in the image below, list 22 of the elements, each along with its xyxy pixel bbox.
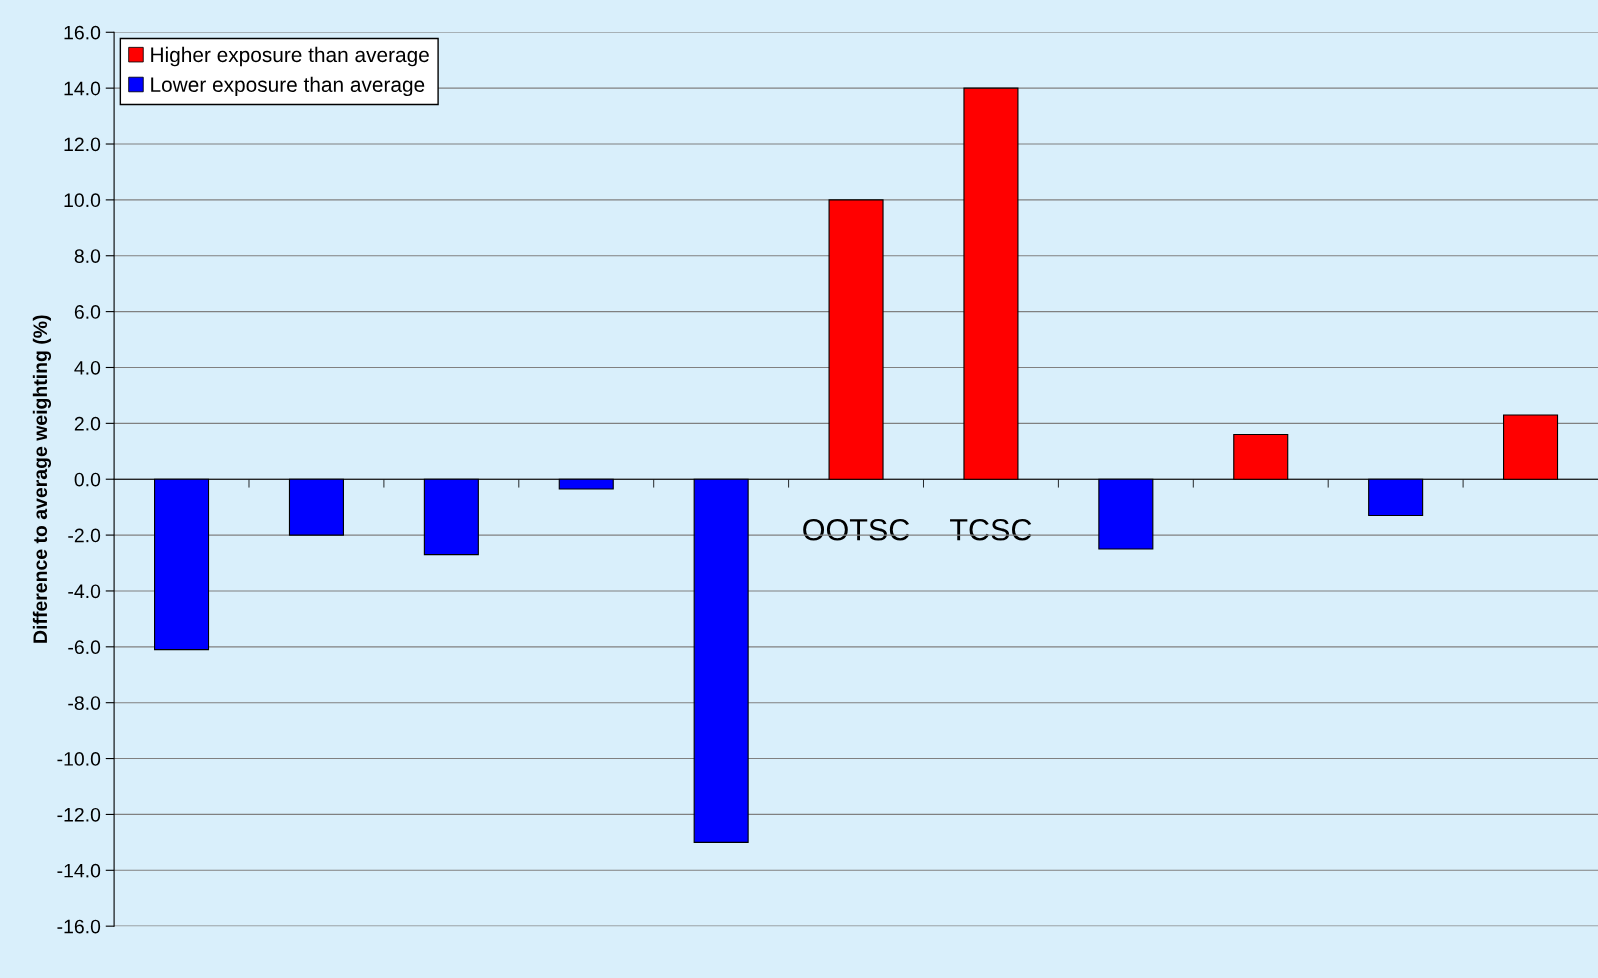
y-tick-label: 12.0 bbox=[64, 137, 101, 152]
y-tick-label: -12.0 bbox=[57, 807, 101, 822]
y-tick-label: 0.0 bbox=[74, 472, 101, 487]
x-tick-label: OOTSC bbox=[803, 518, 910, 541]
y-tick-label: -6.0 bbox=[68, 640, 101, 655]
legend-label: Lower exposure than average bbox=[151, 76, 425, 97]
y-tick-label: -14.0 bbox=[57, 863, 101, 878]
x-tick-label: TCSC bbox=[950, 518, 1032, 541]
y-tick-label: -8.0 bbox=[68, 696, 101, 710]
y-tick-label: 10.0 bbox=[64, 193, 101, 208]
legend-label: Higher exposure than average bbox=[151, 46, 429, 67]
y-tick-label: 6.0 bbox=[74, 305, 101, 319]
y-tick-label: -16.0 bbox=[57, 919, 101, 934]
y-tick-label: 2.0 bbox=[74, 416, 101, 431]
y-tick-label: 4.0 bbox=[74, 360, 101, 375]
y-tick-label: -2.0 bbox=[68, 528, 101, 543]
y-tick-label: 14.0 bbox=[64, 81, 101, 96]
y-axis-title: Difference to average weighting (%) bbox=[32, 315, 52, 643]
y-tick-label: -4.0 bbox=[68, 584, 101, 599]
y-tick-label: 16.0 bbox=[64, 25, 101, 40]
y-tick-label: 8.0 bbox=[74, 249, 101, 263]
y-tick-label: -10.0 bbox=[57, 752, 101, 766]
